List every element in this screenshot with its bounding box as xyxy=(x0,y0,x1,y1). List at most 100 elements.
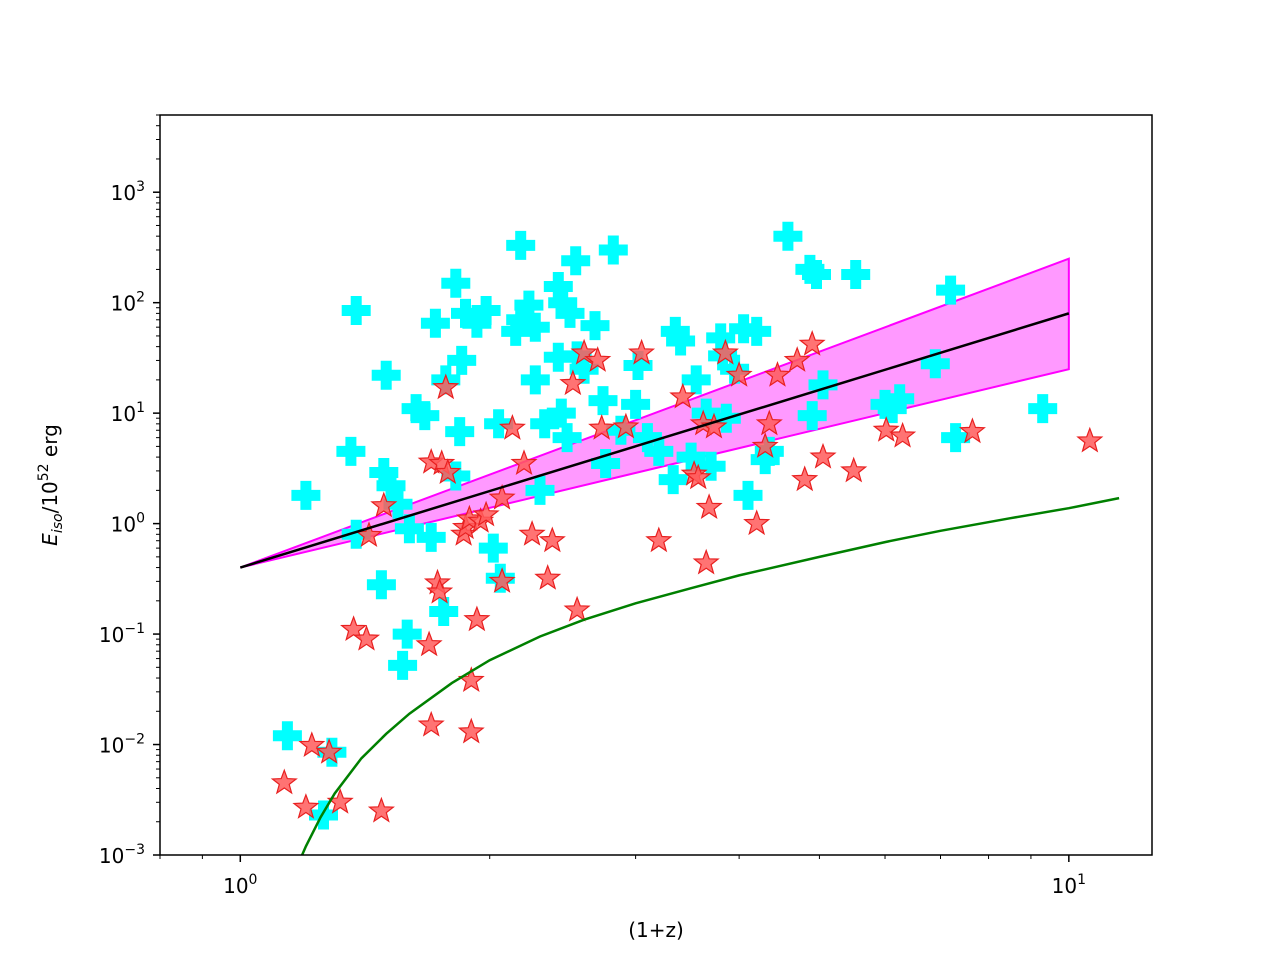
plus-point xyxy=(696,451,726,481)
plus-point xyxy=(941,423,971,453)
star-point xyxy=(472,500,500,527)
plus-point xyxy=(555,298,585,328)
star-point xyxy=(270,768,298,795)
plus-point xyxy=(681,365,711,395)
plus-point xyxy=(742,316,772,346)
x-axis-label: (1+z) xyxy=(628,918,684,942)
star-point xyxy=(340,615,368,642)
y-label-base: E xyxy=(38,533,62,546)
star-point xyxy=(417,710,445,737)
x-tick-exp: 0 xyxy=(249,872,258,888)
plus-point xyxy=(525,475,555,505)
star-point xyxy=(326,788,354,814)
star-point xyxy=(791,465,819,492)
star-point xyxy=(669,382,697,409)
star-point xyxy=(725,361,753,387)
x-tick-exp: 1 xyxy=(1077,872,1086,888)
y-tick-base: 10 xyxy=(99,734,124,758)
x-tick-label: 101 xyxy=(1052,872,1086,898)
limit-curve xyxy=(300,496,1120,855)
plus-point xyxy=(797,401,827,431)
plus-point xyxy=(291,480,321,510)
x-axis: 100 101 xyxy=(159,855,1086,898)
star-point xyxy=(798,330,826,356)
star-point xyxy=(628,338,656,365)
plus-point xyxy=(841,260,871,289)
plus-point xyxy=(447,345,477,375)
star-point xyxy=(783,346,811,372)
star-point xyxy=(695,493,723,520)
plus-point xyxy=(451,298,480,328)
star-point xyxy=(584,346,612,372)
y-tick-exp: 2 xyxy=(136,290,145,306)
plus-point xyxy=(644,436,674,466)
plus-point xyxy=(808,370,838,400)
plus-point xyxy=(445,417,475,447)
plus-point xyxy=(552,423,582,453)
plus-point xyxy=(272,721,302,751)
star-point xyxy=(755,409,783,436)
plus-point xyxy=(441,268,471,298)
star-point xyxy=(840,456,868,483)
plus-point xyxy=(580,311,610,341)
star-point xyxy=(889,421,917,448)
plus-point xyxy=(658,465,688,495)
plus-point xyxy=(376,471,406,501)
star-point xyxy=(563,595,591,622)
plus-point xyxy=(562,341,592,371)
plus-point xyxy=(366,570,396,600)
x-tick-label: 100 xyxy=(223,872,257,898)
star-point xyxy=(538,526,566,553)
plot-frame xyxy=(159,114,1153,856)
plus-point xyxy=(369,458,399,487)
plus-point xyxy=(588,386,618,416)
star-point xyxy=(692,548,720,575)
plus-point xyxy=(429,597,459,626)
plus-point xyxy=(623,351,653,380)
plus-point xyxy=(471,296,501,325)
plus-point xyxy=(341,519,371,549)
plus-point xyxy=(591,449,621,478)
star-point xyxy=(352,624,381,651)
plus-point xyxy=(520,312,550,342)
star-point xyxy=(426,577,454,604)
y-tick-base: 10 xyxy=(99,623,124,647)
star-point xyxy=(570,338,598,365)
plus-point xyxy=(720,354,750,384)
star-point xyxy=(292,793,320,819)
plus-point xyxy=(336,436,366,466)
y-tick-label: 10−1 xyxy=(99,621,145,647)
plus-point xyxy=(666,326,696,356)
plus-point xyxy=(802,260,831,289)
plus-point xyxy=(676,442,706,472)
fit-line xyxy=(239,312,1070,569)
y-tick-exp: −2 xyxy=(124,732,145,748)
plot-area xyxy=(239,221,1120,855)
star-point xyxy=(457,717,485,744)
plus-point xyxy=(530,409,560,439)
plus-point xyxy=(1028,394,1058,424)
y-tick-base: 10 xyxy=(111,513,136,537)
x-tick-base: 10 xyxy=(223,874,248,898)
star-point xyxy=(498,413,526,440)
plus-point xyxy=(401,394,431,424)
plus-point xyxy=(598,235,628,265)
star-point xyxy=(434,458,462,485)
plus-point xyxy=(388,650,418,680)
y-tick-label: 102 xyxy=(111,290,145,316)
y-label-end: erg xyxy=(38,424,62,463)
plus-point xyxy=(514,290,544,320)
plus-point xyxy=(877,394,907,424)
star-point xyxy=(370,491,398,518)
star-point xyxy=(588,413,616,440)
plus-point xyxy=(462,308,492,338)
y-tick-label: 103 xyxy=(111,179,145,205)
y-tick-label: 10−3 xyxy=(99,842,145,868)
y-label-sup: 52 xyxy=(36,463,52,481)
y-tick-base: 10 xyxy=(111,292,136,316)
star-point xyxy=(463,605,491,632)
star-point xyxy=(700,412,728,439)
y-label-mid: /10 xyxy=(38,481,62,513)
star-point xyxy=(367,796,395,823)
